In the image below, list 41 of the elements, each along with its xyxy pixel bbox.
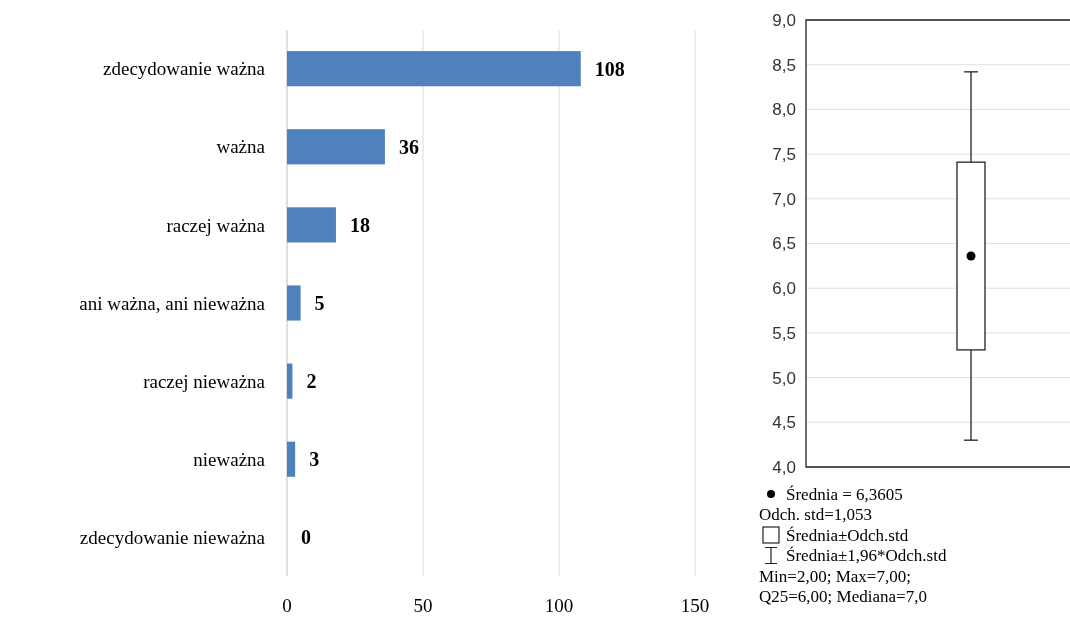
y-tick-label: nieważna (193, 448, 266, 470)
y-tick-label: 7,5 (772, 145, 796, 165)
data-label: 2 (306, 370, 317, 393)
y-tick-label: 4,5 (772, 413, 796, 433)
y-tick-label: 8,0 (772, 100, 796, 120)
y-tick-label: zdecydowanie nieważna (79, 526, 266, 548)
y-tick-label: 5,0 (772, 368, 796, 388)
bar (287, 207, 336, 243)
y-tick-label: 4,0 (772, 457, 796, 477)
bar (287, 129, 385, 165)
bar (287, 441, 296, 477)
y-tick-label: raczej nieważna (143, 370, 266, 392)
y-tick-label: ani ważna, ani nieważna (79, 292, 266, 314)
x-tick-label: 100 (544, 595, 574, 616)
data-label: 0 (301, 526, 311, 549)
data-label: 5 (314, 292, 325, 314)
y-tick-label: 6,0 (772, 279, 796, 299)
y-tick-label: 9,0 (772, 10, 796, 30)
text: Średnia±1,96*Odch.std (786, 546, 947, 566)
x-tick-label: 50 (413, 595, 433, 616)
y-tick-label: 6,5 (772, 234, 796, 254)
y-tick-label: 8,5 (772, 55, 796, 75)
text: Odch. std=1,053 (759, 505, 872, 525)
data-label: 36 (398, 135, 419, 158)
text: Min=2,00; Max=7,00; (759, 566, 911, 586)
y-tick-label: zdecydowanie ważna (103, 58, 266, 80)
y-tick-label: ważna (216, 136, 266, 158)
text: Q25=6,00; Mediana=7,0 (759, 587, 927, 607)
text: Średnia = 6,3605 (786, 484, 903, 504)
y-tick-label: 7,0 (772, 189, 796, 209)
text: Średnia±Odch.std (786, 525, 909, 545)
x-tick-label: 0 (282, 595, 292, 616)
bar (287, 285, 301, 321)
bar (287, 51, 581, 87)
data-label: 108 (594, 57, 625, 80)
y-tick-label: raczej ważna (166, 214, 266, 236)
bar (287, 363, 293, 399)
y-tick-label: 5,5 (772, 323, 796, 343)
x-tick-label: 150 (680, 595, 710, 616)
data-label: 3 (309, 448, 320, 471)
data-label: 18 (349, 213, 370, 236)
